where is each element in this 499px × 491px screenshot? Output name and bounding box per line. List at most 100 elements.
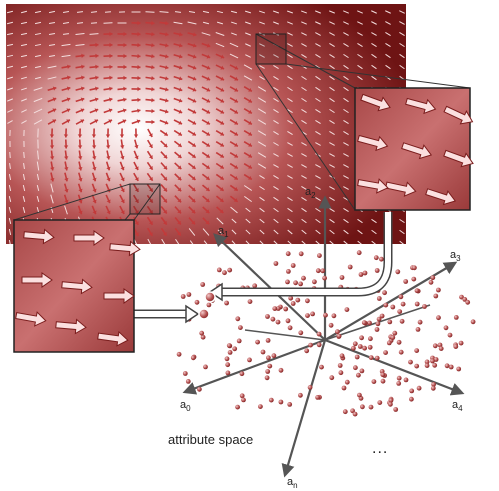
attribute-point (176, 351, 182, 357)
attribute-point (266, 355, 271, 361)
field-vector-glyph (133, 161, 139, 171)
attribute-point (305, 298, 310, 304)
attribute-point (270, 316, 276, 322)
attribute-point (200, 282, 206, 287)
field-vector-glyph (131, 75, 141, 81)
field-vector-glyph (343, 120, 349, 124)
field-vector-glyph (201, 184, 211, 192)
attribute-point (444, 363, 450, 369)
field-vector-glyph (202, 10, 210, 14)
field-vector-glyph (385, 21, 391, 25)
field-vector-glyph (229, 173, 239, 181)
field-vector-glyph (259, 240, 265, 244)
attribute-point (430, 358, 435, 364)
field-vector-glyph (159, 43, 169, 48)
field-vector-glyph (187, 53, 197, 59)
field-vector-glyph (273, 120, 279, 124)
field-vector-glyph (187, 151, 197, 159)
field-vector-glyph (343, 108, 349, 114)
field-vector-glyph (159, 98, 169, 103)
field-vector-glyph (75, 119, 85, 125)
field-vector-glyph (119, 150, 125, 160)
attribute-point (352, 411, 358, 417)
field-vector-glyph (329, 218, 335, 224)
attribute-point (185, 379, 191, 384)
field-vector-glyph (202, 206, 210, 214)
field-vector-glyph (6, 76, 14, 80)
field-vector-glyph (343, 86, 349, 92)
field-vector-glyph (77, 128, 83, 138)
field-vector-glyph (76, 22, 84, 24)
inset-vector-glyph (103, 288, 135, 304)
attribute-point (388, 401, 393, 407)
field-vector-glyph (146, 150, 154, 160)
field-vector-glyph (273, 240, 279, 244)
field-vector-glyph (89, 53, 99, 59)
axis-label-an: an (287, 476, 298, 491)
attribute-point (375, 321, 381, 327)
attribute-point (380, 372, 386, 378)
attribute-point (275, 306, 281, 311)
field-vector-glyph (357, 229, 363, 235)
attribute-point (268, 397, 274, 403)
field-vector-glyph (145, 54, 155, 59)
field-vector-glyph (78, 161, 83, 171)
field-vector-glyph (90, 11, 98, 13)
attribute-point (271, 353, 277, 359)
attribute-point (400, 301, 406, 307)
field-vector-glyph (173, 64, 183, 70)
field-vector-glyph (173, 119, 183, 125)
attribute-point (433, 293, 439, 299)
field-vector-glyph (329, 120, 335, 124)
field-vector-glyph (215, 97, 225, 103)
field-vector-glyph (133, 205, 139, 215)
field-vector-glyph (257, 141, 267, 147)
field-vector-glyph (371, 21, 377, 25)
field-vector-glyph (175, 238, 181, 244)
attribute-point (216, 267, 222, 273)
field-vector-glyph (119, 205, 125, 215)
attribute-point (278, 399, 284, 405)
field-vector-glyph (33, 97, 43, 103)
inset-vector-glyph (443, 105, 474, 125)
field-vector-glyph (201, 64, 211, 70)
field-vector-glyph (64, 172, 69, 182)
field-vector-glyph (215, 162, 225, 170)
field-vector-glyph (243, 86, 253, 92)
field-vector-glyph (91, 128, 97, 138)
field-vector-glyph (343, 240, 349, 244)
attribute-point (397, 309, 403, 314)
field-vector-glyph (371, 240, 377, 244)
field-vector-glyph (6, 32, 14, 36)
field-vector-glyph (257, 97, 267, 103)
field-vector-glyph (145, 86, 155, 92)
attribute-point (350, 408, 355, 414)
field-vector-glyph (75, 97, 85, 103)
field-vector-glyph (131, 31, 141, 37)
field-vector-glyph (315, 229, 321, 235)
field-vector-glyph (103, 75, 113, 81)
field-vector-glyph (243, 173, 253, 181)
axis-label-a4: a4 (452, 399, 463, 414)
field-vector-glyph (159, 11, 169, 13)
field-vector-glyph (146, 183, 154, 193)
field-vector-glyph (20, 87, 28, 91)
field-vector-glyph (8, 195, 12, 203)
field-vector-glyph (357, 53, 363, 59)
field-vector-glyph (49, 139, 55, 149)
field-vector-glyph (174, 184, 182, 192)
field-vector-glyph (187, 64, 197, 70)
field-vector-glyph (301, 32, 307, 36)
field-vector-glyph (245, 218, 251, 224)
field-vector-glyph (146, 227, 154, 237)
field-vector-glyph (8, 228, 12, 236)
field-vector-glyph (287, 43, 293, 47)
field-vector-glyph (273, 76, 279, 80)
field-vector-glyph (187, 108, 197, 114)
field-vector-glyph (244, 195, 252, 203)
field-vector-glyph (201, 32, 211, 36)
attribute-point (368, 336, 373, 342)
field-vector-glyph (187, 86, 197, 92)
field-vector-glyph (315, 175, 321, 179)
